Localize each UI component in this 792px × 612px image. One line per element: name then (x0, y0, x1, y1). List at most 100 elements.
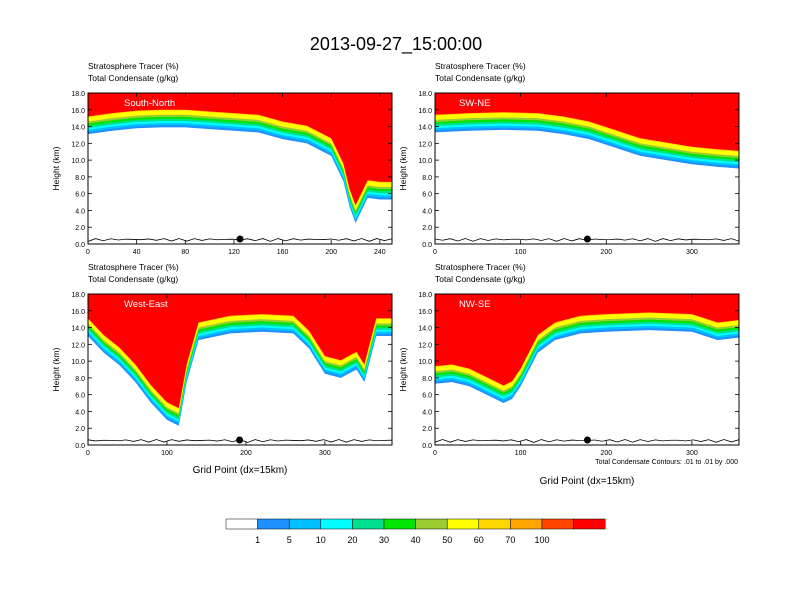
y-tick-label: 4.0 (75, 409, 85, 416)
colorbar-swatch (478, 518, 511, 530)
panel-title-line2: Total Condensate (g/kg) (88, 73, 178, 83)
y-tick-label: 10.0 (71, 158, 85, 165)
y-tick-label: 6.0 (75, 192, 85, 199)
x-tick-label: 200 (600, 450, 612, 457)
section-marker (236, 436, 244, 444)
colorbar-label: 70 (505, 535, 515, 545)
colorbar-swatch (415, 518, 448, 530)
y-tick-label: 12.0 (71, 141, 85, 148)
colorbar-swatch (288, 518, 322, 530)
y-tick-label: 6.0 (75, 393, 85, 400)
section-marker (583, 436, 591, 444)
x-tick-label: 160 (277, 249, 289, 256)
x-tick-label: 40 (133, 249, 141, 256)
y-tick-label: 12.0 (418, 342, 432, 349)
y-tick-label: 8.0 (422, 376, 432, 383)
y-axis-label: Height (km) (51, 146, 61, 190)
tracer-band-max (88, 93, 392, 206)
y-tick-label: 10.0 (418, 359, 432, 366)
colorbar: 1 5 10 20 30 40 50 60 70 100 (225, 518, 606, 545)
colorbar-swatch (383, 518, 416, 530)
plot-area (435, 294, 739, 445)
y-tick-label: 16.0 (71, 108, 85, 115)
colorbar-swatch (446, 518, 480, 530)
y-tick-label: 12.0 (418, 141, 432, 148)
panel-title-line2: Total Condensate (g/kg) (88, 274, 178, 284)
x-tick-label: 0 (86, 249, 90, 256)
y-tick-label: 2.0 (422, 426, 432, 433)
y-tick-label: 0.0 (75, 443, 85, 450)
plot-area (88, 294, 392, 445)
colorbar-label: 30 (379, 535, 389, 545)
colorbar-swatch (320, 518, 353, 530)
colorbar-swatch (225, 518, 258, 530)
x-tick-label: 0 (86, 450, 90, 457)
panel-title-line1: Stratosphere Tracer (%) (88, 61, 179, 71)
panels: 0.0 2.0 4.0 6.0 8.0 10.0 12.0 14.0 16.0 18.0 0 40 80… (51, 61, 740, 487)
panel-title-line1: Stratosphere Tracer (%) (435, 262, 526, 272)
panel-title-line1: Stratosphere Tracer (%) (435, 61, 526, 71)
y-tick-label: 8.0 (75, 175, 85, 182)
y-tick-label: 6.0 (422, 393, 432, 400)
colorbar-label: 60 (474, 535, 484, 545)
colorbar-swatch (510, 518, 543, 530)
y-tick-label: 10.0 (71, 359, 85, 366)
y-tick-label: 16.0 (71, 309, 85, 316)
section-name: South-North (124, 98, 175, 109)
tracer-band-max (435, 93, 739, 151)
colorbar-swatch (352, 518, 385, 530)
x-tick-label: 100 (515, 450, 527, 457)
colorbar-label: 10 (316, 535, 326, 545)
y-tick-label: 16.0 (418, 108, 432, 115)
x-tick-label: 300 (686, 450, 698, 457)
panel-bottom-right: 0.0 2.0 4.0 6.0 8.0 10.0 12.0 14.0 16.0 18.0 0 100 2… (398, 262, 740, 487)
y-tick-label: 14.0 (71, 125, 85, 132)
x-tick-label: 240 (374, 249, 386, 256)
section-name: NW-SE (459, 299, 491, 310)
section-marker (583, 235, 591, 243)
section-marker (236, 235, 244, 243)
figure-title: 2013-09-27_15:00:00 (310, 34, 482, 55)
panel-title-line1: Stratosphere Tracer (%) (88, 262, 179, 272)
y-axis-label: Height (km) (51, 347, 61, 391)
colorbar-swatch (257, 518, 290, 530)
x-tick-label: 200 (240, 450, 252, 457)
colorbar-label: 50 (442, 535, 452, 545)
contour-note: Total Condensate Contours: .01 to .01 by… (595, 459, 738, 466)
x-tick-label: 100 (515, 249, 527, 256)
x-tick-label: 120 (228, 249, 240, 256)
colorbar-swatch (573, 518, 606, 530)
y-tick-label: 2.0 (75, 225, 85, 232)
colorbar-label: 20 (347, 535, 357, 545)
plot-area (435, 93, 739, 244)
y-tick-label: 16.0 (418, 309, 432, 316)
y-tick-label: 18.0 (71, 292, 85, 299)
x-tick-label: 80 (181, 249, 189, 256)
y-tick-label: 4.0 (75, 208, 85, 215)
panel-title-line2: Total Condensate (g/kg) (435, 274, 525, 284)
y-tick-label: 6.0 (422, 192, 432, 199)
y-tick-label: 2.0 (75, 426, 85, 433)
y-tick-label: 14.0 (418, 125, 432, 132)
plot-area (88, 93, 392, 244)
y-tick-label: 18.0 (71, 91, 85, 98)
colorbar-swatch (541, 518, 574, 530)
plot-frame (434, 92, 740, 245)
panel-bottom-left: 0.0 2.0 4.0 6.0 8.0 10.0 12.0 14.0 16.0 18.0 0 100 2… (51, 262, 393, 476)
section-name: West-East (124, 299, 168, 310)
plot-frame (87, 92, 393, 245)
section-name: SW-NE (459, 98, 491, 109)
x-tick-label: 200 (600, 249, 612, 256)
colorbar-label: 100 (534, 535, 549, 545)
panel-top-right: 0.0 2.0 4.0 6.0 8.0 10.0 12.0 14.0 16.0 18.0 0 100 2… (398, 61, 740, 256)
x-axis-label: Grid Point (dx=15km) (540, 476, 635, 487)
y-tick-label: 0.0 (422, 242, 432, 249)
panel-top-left: 0.0 2.0 4.0 6.0 8.0 10.0 12.0 14.0 16.0 18.0 0 40 80… (51, 61, 393, 256)
tracer-band-max (88, 294, 392, 409)
tracer-band-max (435, 294, 739, 386)
y-tick-label: 10.0 (418, 158, 432, 165)
colorbar-label: 1 (255, 535, 260, 545)
y-tick-label: 4.0 (422, 409, 432, 416)
x-tick-label: 300 (319, 450, 331, 457)
